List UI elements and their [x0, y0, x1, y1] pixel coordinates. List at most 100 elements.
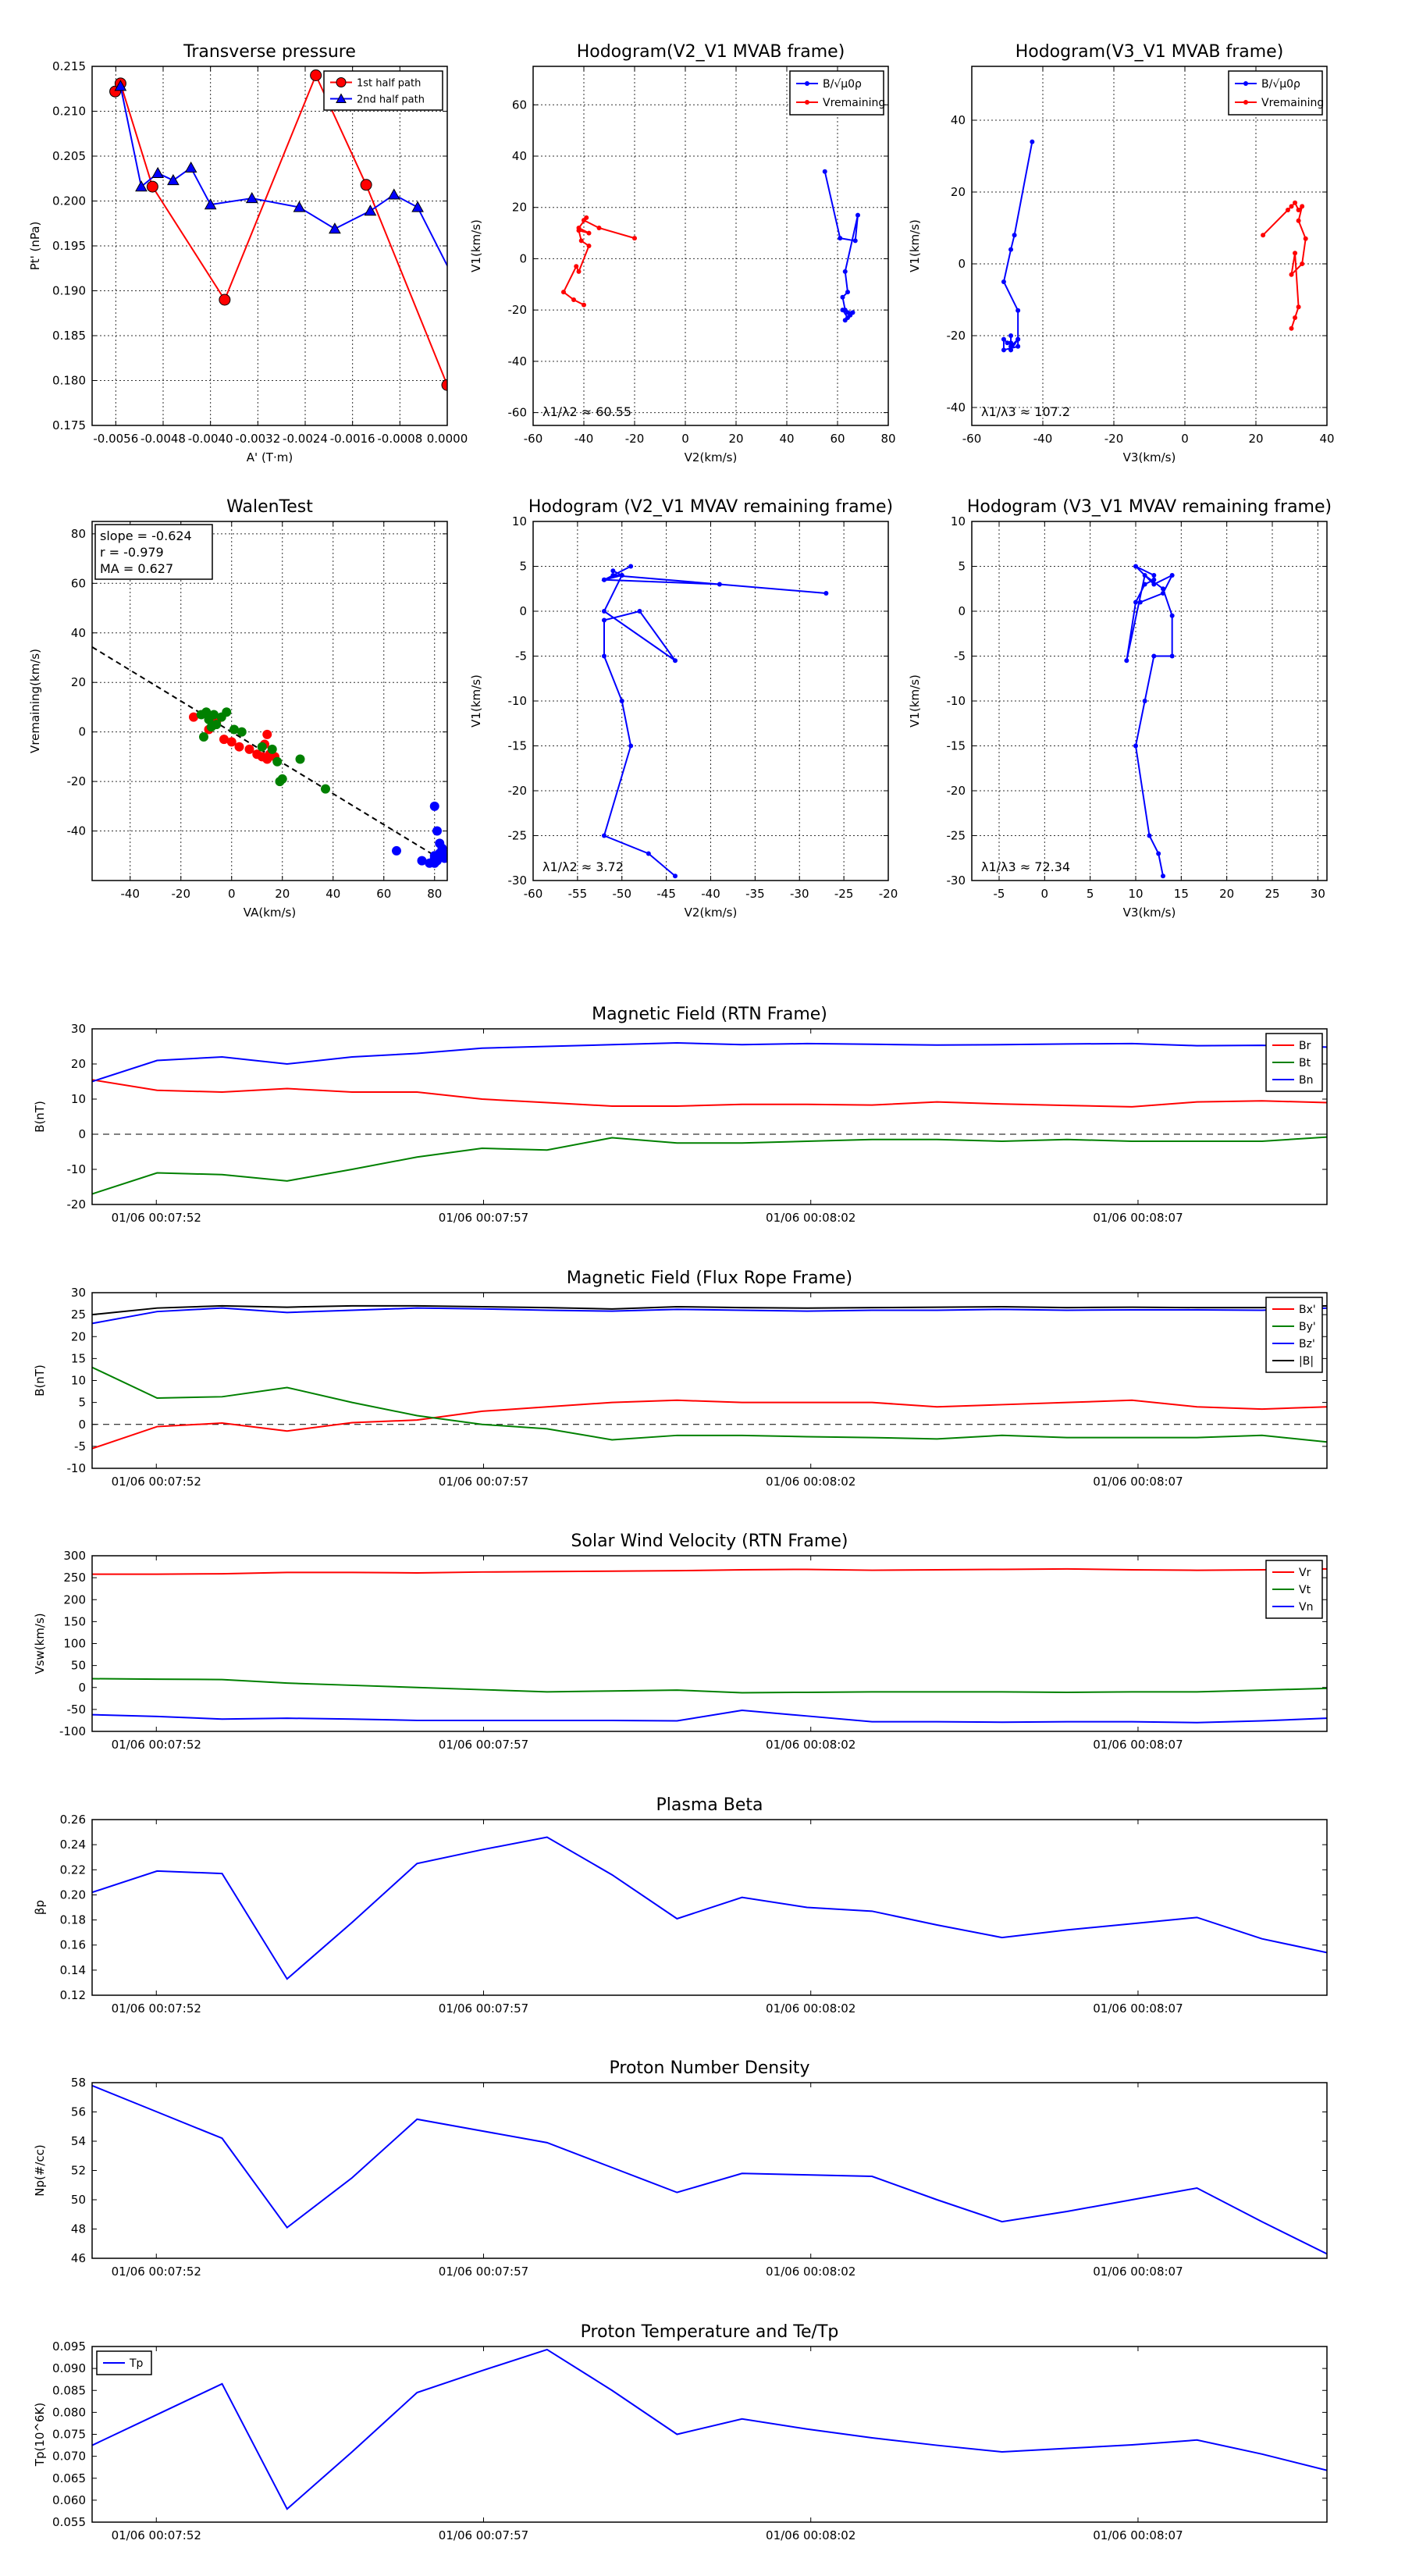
data-point: [610, 568, 616, 574]
axes-frame: [971, 521, 1328, 881]
x-axis-label: VA(km/s): [244, 906, 296, 920]
x-tick-label: 01/06 00:08:02: [766, 2528, 855, 2542]
x-tick-label: -0.0032: [235, 432, 280, 446]
data-point: [1300, 204, 1305, 209]
x-tick-label: 20: [275, 887, 290, 901]
y-tick-label: 20: [512, 201, 527, 215]
y-axis-label: V1(km/s): [908, 219, 922, 272]
data-point: [432, 826, 442, 836]
x-tick-label: -0.0056: [93, 432, 138, 446]
legend-marker: [1243, 81, 1248, 86]
x-tick-label: 01/06 00:07:52: [112, 1211, 201, 1225]
data-point: [199, 732, 208, 742]
stats-line: r = -0.979: [100, 545, 164, 560]
chart-walen: WalenTest -40 -20 0 20 40 60 80 -40 -20 0 20 40 60 80 V…: [28, 497, 448, 920]
legend: B/√μ0ρ Vremaining: [789, 70, 885, 116]
data-point: [632, 236, 637, 241]
x-tick-label: 20: [1248, 432, 1263, 446]
data-point: [329, 222, 341, 234]
data-point: [1008, 347, 1014, 353]
x-axis-label: V3(km/s): [1123, 450, 1176, 464]
y-tick-label: 0.085: [52, 2383, 86, 2397]
data-point: [1151, 573, 1157, 578]
legend-label: Vr: [1299, 1567, 1311, 1579]
data-point: [1001, 347, 1006, 353]
chart-tp: Proton Temperature and Te/Tp 01/06 00:07:…: [33, 2322, 1328, 2542]
data-point: [222, 707, 232, 717]
data-point: [1016, 308, 1021, 313]
y-tick-label: 56: [71, 2105, 86, 2119]
y-axis-label: βp: [33, 1900, 47, 1915]
lambda-annotation: λ1/λ2 ≈ 3.72: [542, 859, 624, 874]
y-tick-label: 60: [71, 576, 86, 590]
data-point: [360, 179, 372, 191]
legend-box: [323, 70, 443, 111]
chart-title: Hodogram(V2_V1 MVAB frame): [577, 42, 845, 62]
data-point: [1296, 218, 1301, 223]
axes-frame: [91, 1292, 1328, 1469]
data-point: [1293, 315, 1298, 320]
y-tick-label: 0.215: [52, 59, 86, 73]
data-point: [845, 290, 850, 295]
x-tick-label: 01/06 00:07:52: [112, 2528, 201, 2542]
data-point: [237, 727, 247, 737]
data-point: [571, 297, 576, 302]
y-tick-label: -10: [508, 694, 528, 708]
chart-h2: Hodogram(V3_V1 MVAB frame) -60 -40 -20 0 20 40…: [908, 42, 1335, 464]
legend-label: Bx': [1299, 1304, 1316, 1316]
y-tick-label: -60: [508, 406, 528, 420]
data-point: [855, 212, 860, 218]
series-line-|B|: [92, 1304, 1327, 1316]
data-point: [1151, 582, 1157, 587]
data-point: [619, 573, 624, 578]
data-point: [838, 236, 843, 241]
data-point: [850, 310, 855, 315]
data-point: [277, 774, 287, 784]
data-point: [310, 69, 322, 81]
x-tick-label: 01/06 00:07:57: [439, 2528, 528, 2542]
x-tick-label: 80: [427, 887, 442, 901]
legend-box: [1228, 70, 1323, 116]
axes-frame: [91, 1819, 1328, 1996]
legend: 1st half path 2nd half path: [323, 70, 443, 111]
y-tick-label: 0.185: [52, 329, 86, 343]
x-tick-label: 01/06 00:08:02: [766, 2265, 855, 2279]
y-axis-label: V1(km/s): [908, 674, 922, 728]
legend-marker: [805, 100, 809, 105]
y-axis-label: Vremaining(km/s): [28, 649, 42, 753]
chart-title: Magnetic Field (Flux Rope Frame): [567, 1268, 852, 1288]
series-line-main: [601, 565, 827, 877]
data-point: [1156, 851, 1161, 856]
y-tick-label: 0.175: [52, 418, 86, 432]
data-point: [842, 269, 848, 274]
y-tick-label: -10: [947, 694, 966, 708]
chart-title: Proton Number Density: [610, 2058, 810, 2078]
x-tick-label: 0: [228, 887, 236, 901]
data-point: [201, 707, 212, 717]
legend-label: |B|: [1299, 1355, 1314, 1368]
x-tick-label: 60: [830, 432, 845, 446]
data-point: [151, 166, 165, 178]
plot-area: [109, 69, 447, 391]
legend: Vr Vt Vn: [1265, 1560, 1323, 1619]
data-point: [845, 315, 850, 320]
x-tick-label: 01/06 00:08:02: [766, 2001, 855, 2016]
data-point: [646, 851, 651, 856]
x-tick-label: -40: [701, 887, 720, 901]
data-point: [1142, 573, 1147, 578]
x-tick-label: -60: [524, 432, 543, 446]
data-point: [189, 712, 198, 722]
legend-label: Vn: [1299, 1601, 1313, 1614]
x-tick-label: 01/06 00:07:52: [112, 1738, 201, 1752]
x-tick-label: 01/06 00:08:02: [766, 1738, 855, 1752]
legend-label: Vt: [1299, 1584, 1311, 1596]
legend-label: B/√μ0ρ: [823, 78, 862, 91]
data-point: [1133, 600, 1138, 605]
data-point: [387, 188, 400, 200]
x-tick-label: -25: [834, 887, 854, 901]
y-tick-label: -40: [508, 354, 528, 368]
data-point: [167, 174, 180, 186]
grid: [971, 66, 1328, 425]
data-point: [637, 609, 642, 614]
